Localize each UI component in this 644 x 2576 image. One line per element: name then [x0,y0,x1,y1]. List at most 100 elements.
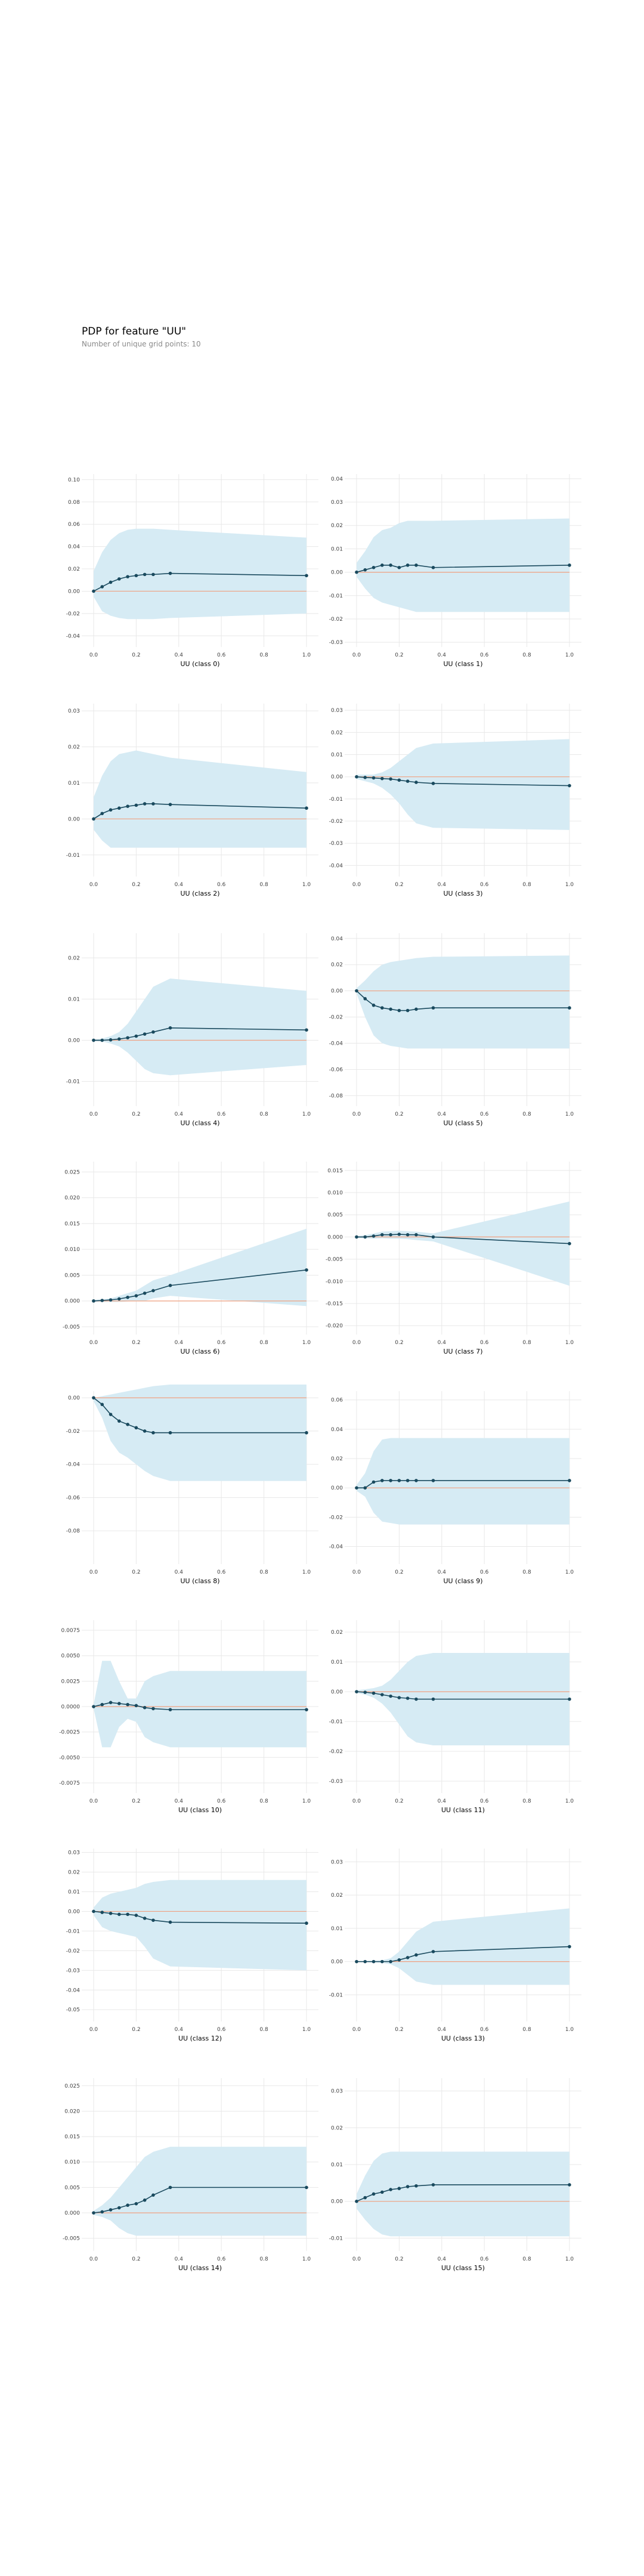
y-tick-label: 0.01 [68,1890,80,1896]
x-tick-label: 0.4 [438,1569,447,1575]
pdp-point [355,989,358,993]
pdp-point [431,1235,435,1239]
x-tick-label: 0.4 [175,1569,184,1575]
pdp-point [168,2185,172,2190]
pdp-point [305,1028,308,1032]
x-tick-label: 1.0 [302,882,311,888]
pdp-point [380,1233,384,1237]
pdp-point [168,1920,172,1924]
pdp-point [371,1691,376,1695]
x-tick-label: 0.2 [132,652,140,658]
y-tick-label: 0.00 [331,2199,343,2205]
x-tick-label: 1.0 [565,2256,574,2262]
pdp-point [117,577,121,581]
x-tick-label: 0.8 [259,1569,268,1575]
x-tick-label: 0.0 [89,1111,98,1117]
y-tick-label: 0.04 [331,1427,343,1433]
y-tick-label: 0.005 [64,2185,80,2191]
x-tick-label: 0.2 [132,1340,140,1346]
pdp-point [414,781,418,784]
x-tick-label: 1.0 [565,2027,574,2033]
pdp-point [134,574,138,578]
x-tick-label: 0.0 [352,1798,361,1804]
x-tick-label: 1.0 [302,1569,311,1575]
y-tick-label: 0.02 [331,2125,343,2131]
pdp-point [568,1479,571,1482]
y-tick-label: 0.010 [327,1190,343,1196]
pdp-point [134,1294,138,1298]
x-axis-label: UU (class 4) [181,1119,220,1127]
x-tick-label: 0.8 [522,2256,531,2262]
pdp-point [109,1701,113,1704]
x-tick-label: 0.0 [89,1340,98,1346]
pdp-point [371,565,376,569]
pdp-point [355,775,358,779]
pdp-point [109,2208,113,2212]
pdp-line [93,572,307,592]
y-tick-label: -0.04 [66,633,80,639]
pdp-point [431,1697,435,1701]
pdp-panel-1: 0.0 0.2 0.4 0.6 0.8 1.0 -0.03 -0.02 -0.01 0.00 0.0… [329,474,581,668]
pdp-point [126,1702,129,1707]
pdp-point [143,1916,147,1920]
x-tick-label: 0.2 [132,1798,140,1804]
pdp-point [380,1479,384,1482]
pdp-point [568,1945,571,1949]
pdp-point [143,1032,147,1036]
pdp-point [109,1911,113,1915]
y-tick-label: -0.02 [66,1429,80,1435]
y-tick-label: 0.0000 [61,1704,80,1710]
y-tick-label: 0.015 [64,2134,80,2140]
y-tick-label: 0.06 [68,522,80,528]
y-tick-label: 0.02 [68,745,80,751]
pdp-point [380,1006,384,1010]
pdp-panel-3: 0.0 0.2 0.4 0.6 0.8 1.0 -0.04 -0.03 -0.02 -0.01 0.… [329,704,581,897]
y-tick-label: -0.02 [329,819,343,825]
x-tick-label: 0.0 [352,2027,361,2033]
pdp-panel-9: 0.0 0.2 0.4 0.6 0.8 1.0 -0.04 -0.02 0.00 0.02 0.04… [329,1391,581,1585]
y-tick-label: 0.03 [331,1859,343,1865]
x-tick-label: 0.2 [395,1111,403,1117]
pdp-panel-4: 0.0 0.2 0.4 0.6 0.8 1.0 -0.01 0.00 0.01 0.02 UU (c… [66,933,318,1127]
pdp-point [100,812,104,816]
pdp-panel-8: 0.0 0.2 0.4 0.6 0.8 1.0 -0.08 -0.06 -0.04 -0.02 0.… [66,1384,318,1585]
x-tick-label: 0.2 [395,882,403,888]
pdp-point [397,1233,401,1236]
y-tick-label: 0.03 [68,1850,80,1856]
pdp-panel-2: 0.0 0.2 0.4 0.6 0.8 1.0 -0.01 0.00 0.01 0.02 0.03 U… [66,704,318,897]
x-tick-label: 0.6 [217,2027,226,2033]
pdp-point [126,1912,129,1916]
y-tick-label: 0.03 [68,708,80,714]
x-tick-label: 0.4 [175,2256,184,2262]
x-tick-label: 0.6 [480,2027,489,2033]
pdp-point [363,568,367,572]
x-tick-label: 0.4 [175,1340,184,1346]
pdp-point [305,1268,308,1272]
pdp-point [414,2184,418,2188]
pdp-point [92,2211,95,2215]
y-tick-label: 0.03 [331,500,343,506]
pdp-line [357,1480,569,1489]
pdp-point [100,585,104,589]
pdp-point [134,1704,138,1708]
pdp-point [371,1004,376,1007]
pdp-point [389,777,392,781]
x-tick-label: 1.0 [565,1111,574,1117]
x-tick-label: 0.2 [395,1340,403,1346]
pdp-point [389,1233,392,1237]
x-tick-label: 0.0 [89,1569,98,1575]
x-tick-label: 0.6 [217,652,226,658]
y-tick-label: -0.02 [66,1948,80,1954]
x-tick-label: 1.0 [565,1798,574,1804]
pdp-point [405,1479,410,1482]
pdp-point [92,1909,95,1914]
x-tick-label: 1.0 [565,882,574,888]
pdp-point [126,2203,129,2207]
pdp-point [568,2183,571,2187]
confidence-band [94,1661,306,1748]
pdp-point [389,1007,392,1011]
chart-title: PDP for feature "UU" [82,326,187,338]
y-tick-label: -0.02 [329,1015,343,1021]
pdp-point [126,575,129,578]
x-tick-label: 0.8 [259,1340,268,1346]
